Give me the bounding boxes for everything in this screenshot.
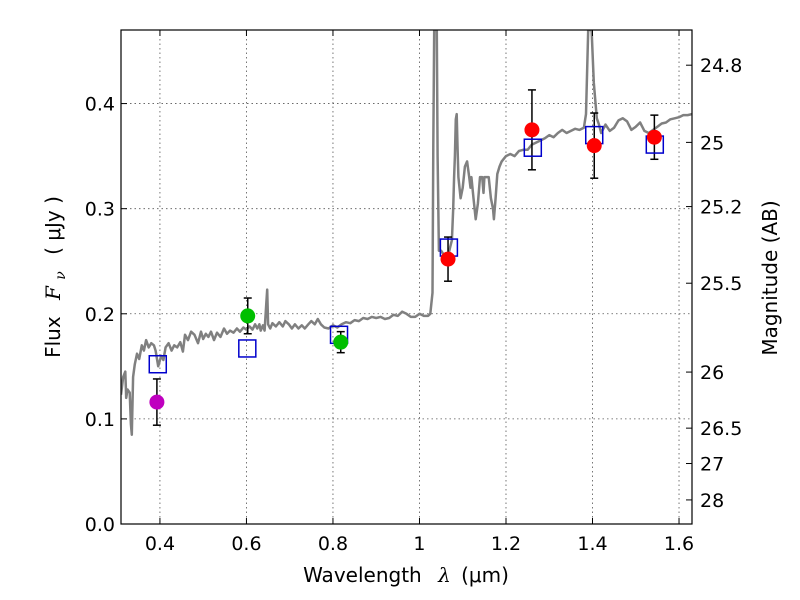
y-axis-title-text: Flux (41, 316, 65, 358)
model-flux-squares (148, 125, 665, 374)
x-tick-label: 0.8 (318, 533, 348, 555)
x-tick-label: 1.4 (577, 533, 607, 555)
mag-tick-label: 25 (700, 132, 724, 154)
model-spectrum-line (121, 30, 692, 436)
axis-ticks (121, 30, 692, 525)
x-axis-symbol: λ (437, 563, 451, 587)
x-axis-unit: (μm) (461, 563, 509, 587)
y-tick-labels: 0.0 0.1 0.2 0.3 0.4 (85, 94, 115, 536)
y-axis-symbol: F (41, 285, 65, 301)
x-tick-label: 0.6 (231, 533, 261, 555)
model-flux-square (523, 138, 543, 157)
x-tick-label: 1.6 (664, 533, 694, 555)
y-tick-label: 0.4 (85, 94, 115, 116)
mag-tick-label: 26 (700, 362, 724, 384)
y2-axis-title: Magnitude (AB) (758, 200, 782, 355)
model-spectrum-layer (121, 30, 692, 436)
x-tick-labels: 0.4 0.6 0.8 1 1.2 1.4 1.6 (145, 533, 694, 555)
grid-lines (121, 30, 692, 525)
y-tick-label: 0.3 (85, 199, 115, 221)
observed-point (149, 394, 165, 410)
observed-points (149, 122, 662, 410)
y-axis-title: Flux F ν ( μJy ) (41, 196, 70, 358)
model-flux-square (238, 339, 257, 358)
y-tick-label: 0.1 (85, 409, 115, 431)
y-axis-subscript: ν (53, 271, 69, 280)
plot-frame (120, 29, 693, 525)
mag-tick-label: 26.5 (700, 418, 742, 440)
observed-point (586, 138, 602, 154)
error-bars (152, 89, 659, 426)
mag-tick-label: 24.8 (700, 55, 742, 77)
observed-point (440, 251, 456, 267)
observed-point (646, 129, 662, 145)
magnitude-tick-labels: 24.8 25 25.2 25.5 26 26.5 27 28 (700, 55, 742, 512)
y-tick-label: 0.2 (85, 304, 115, 326)
mag-tick-label: 27 (700, 454, 724, 476)
x-tick-label: 1 (413, 533, 425, 555)
observed-point (240, 308, 256, 324)
model-flux-square (148, 354, 168, 374)
mag-tick-label: 25.2 (700, 197, 742, 219)
x-tick-label: 0.4 (145, 533, 175, 555)
y2-axis-title-text: Magnitude (AB) (758, 200, 782, 355)
y-axis-unit: ( μJy ) (41, 196, 65, 255)
y-tick-label: 0.0 (85, 514, 115, 536)
mag-tick-label: 25.5 (700, 273, 742, 295)
observed-point (333, 334, 349, 350)
mag-tick-label: 28 (700, 490, 724, 512)
observed-point (524, 122, 540, 138)
x-axis-title: Wavelength λ (μm) (303, 563, 509, 587)
x-tick-label: 1.2 (491, 533, 521, 555)
x-axis-title-text: Wavelength (303, 563, 422, 587)
